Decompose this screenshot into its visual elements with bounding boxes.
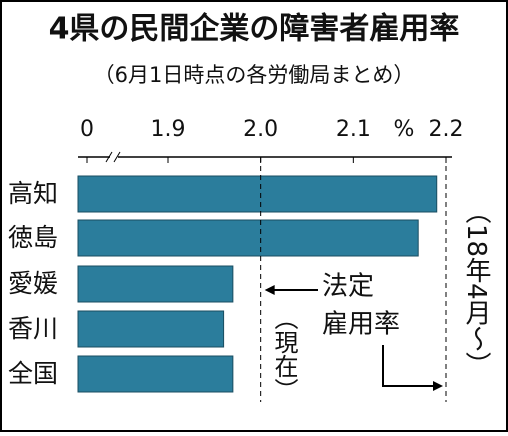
arrow-head: [264, 285, 275, 295]
bar: [77, 355, 234, 393]
bar: [77, 265, 234, 303]
category-label: 全国: [8, 359, 58, 388]
category-label: 高知: [8, 179, 58, 208]
bar: [77, 219, 419, 257]
chart-subtitle: （6月1日時点の各労働局まとめ）: [94, 63, 415, 87]
bar: [77, 310, 225, 348]
axis-break: [105, 151, 113, 163]
unit-label: %: [394, 117, 415, 142]
reference-label: 雇用率: [322, 310, 400, 340]
arrow: [382, 345, 440, 387]
axis-break: [113, 151, 121, 163]
x-tick-label: 2.1: [336, 117, 371, 142]
reference-period: （現在）: [270, 306, 298, 402]
chart-title: 4県の民間企業の障害者雇用率: [49, 12, 460, 47]
category-label: 愛媛: [8, 269, 58, 298]
category-label: 徳島: [8, 223, 58, 252]
x-tick-label: 2.0: [243, 117, 278, 142]
bar: [77, 175, 438, 213]
reference-label: 法定: [322, 272, 374, 302]
x-tick-label: 0: [80, 117, 94, 142]
arrow-head: [433, 381, 443, 391]
axis-break-gap: [110, 154, 118, 160]
category-label: 香川: [8, 314, 58, 343]
x-tick-label: 2.2: [429, 117, 464, 142]
reference-period: （18年4月～）: [461, 198, 491, 378]
x-tick-label: 1.9: [151, 117, 186, 142]
